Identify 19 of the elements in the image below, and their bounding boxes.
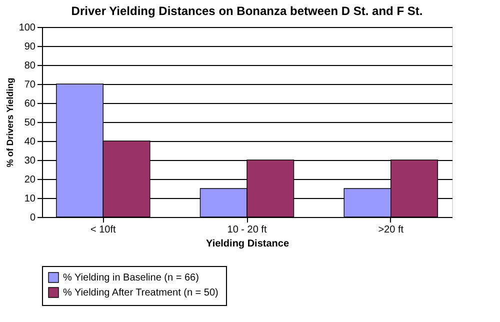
y-tick-label: 10: [24, 194, 36, 204]
y-tick-label: 70: [24, 80, 36, 90]
y-tick-label: 90: [24, 42, 36, 52]
y-tick-label: 80: [24, 60, 36, 72]
x-tick-label: < 10ft: [90, 224, 116, 236]
x-tick-label: >20 ft: [378, 224, 404, 236]
y-tick-label: 0: [30, 212, 36, 224]
y-axis-title: % of Drivers Yielding: [4, 78, 15, 168]
x-axis-title: Yielding Distance: [206, 238, 290, 250]
chart-title: Driver Yielding Distances on Bonanza between D St. and F St.: [71, 4, 423, 18]
y-tick-label: 50: [24, 118, 36, 128]
y-tick-label: 40: [24, 136, 36, 148]
y-tick-label: 20: [24, 174, 36, 186]
y-tick-label: 30: [24, 156, 36, 166]
x-tick-label: 10 - 20 ft: [227, 224, 267, 236]
legend-label: % Yielding in Baseline (n = 66): [63, 272, 199, 284]
y-tick-label: 60: [24, 98, 36, 110]
legend-label: % Yielding After Treatment (n = 50): [63, 288, 218, 298]
y-tick-label: 100: [18, 22, 36, 34]
